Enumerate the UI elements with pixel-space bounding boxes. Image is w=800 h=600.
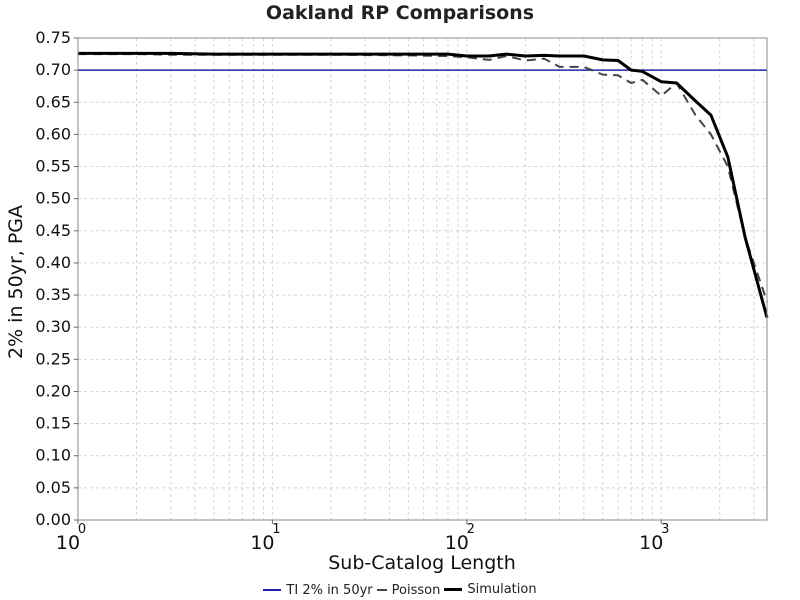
y-tick-label: 0.15 — [35, 414, 71, 433]
y-tick-label: 0.65 — [35, 92, 71, 111]
y-tick-label: 0.20 — [35, 381, 71, 400]
y-tick-label: 0.25 — [35, 349, 71, 368]
y-tick-label: 0.70 — [35, 60, 71, 79]
series-line-poisson — [78, 53, 768, 302]
y-tick-label: 0.45 — [35, 221, 71, 240]
y-axis-label: 2% in 50yr, PGA — [5, 205, 27, 359]
x-tick-exponent: 3 — [661, 522, 669, 537]
series-line-simulation — [78, 51, 769, 318]
y-tick-label: 0.50 — [35, 189, 71, 208]
series-layer — [78, 51, 769, 318]
x-tick-base: 10 — [639, 532, 663, 554]
legend-swatch — [263, 589, 282, 591]
x-tick-base: 10 — [250, 532, 274, 554]
plot-border — [77, 37, 768, 521]
legend-item: Simulation — [444, 582, 537, 597]
y-tick-label: 0.00 — [35, 510, 71, 529]
x-tick-base: 10 — [56, 532, 80, 554]
y-tick-label: 0.35 — [35, 285, 71, 304]
y-tick-label: 0.40 — [35, 253, 71, 272]
x-tick-exponent: 1 — [272, 522, 280, 537]
x-tick-exponent: 2 — [467, 522, 475, 537]
x-tick-exponent: 0 — [78, 522, 86, 537]
y-tick-label: 0.60 — [35, 124, 71, 143]
legend: TI 2% in 50yr Poisson Simulation — [0, 580, 800, 598]
x-axis-label: Sub-Catalog Length — [328, 552, 516, 574]
legend-label: Simulation — [467, 582, 537, 597]
legend-swatch — [444, 588, 463, 591]
y-tick-label: 0.30 — [35, 317, 71, 336]
legend-swatch — [376, 589, 387, 591]
legend-label: Poisson — [391, 582, 441, 598]
y-tick-label: 0.10 — [35, 446, 71, 465]
legend-item: TI 2% in 50yr — [263, 582, 373, 598]
plot-background — [78, 38, 767, 520]
chart-title: Oakland RP Comparisons — [265, 2, 535, 24]
y-tick-label: 0.75 — [35, 28, 71, 47]
y-axis-ticks: 0.00 0.05 0.10 0.15 0.20 0.25 0.30 0.35 0.40 0.45… — [35, 28, 78, 529]
y-tick-label: 0.05 — [35, 478, 71, 497]
legend-label: TI 2% in 50yr — [286, 582, 373, 598]
legend-item: Poisson — [376, 582, 441, 598]
y-tick-label: 0.55 — [35, 157, 71, 176]
x-tick-base: 10 — [445, 532, 469, 554]
